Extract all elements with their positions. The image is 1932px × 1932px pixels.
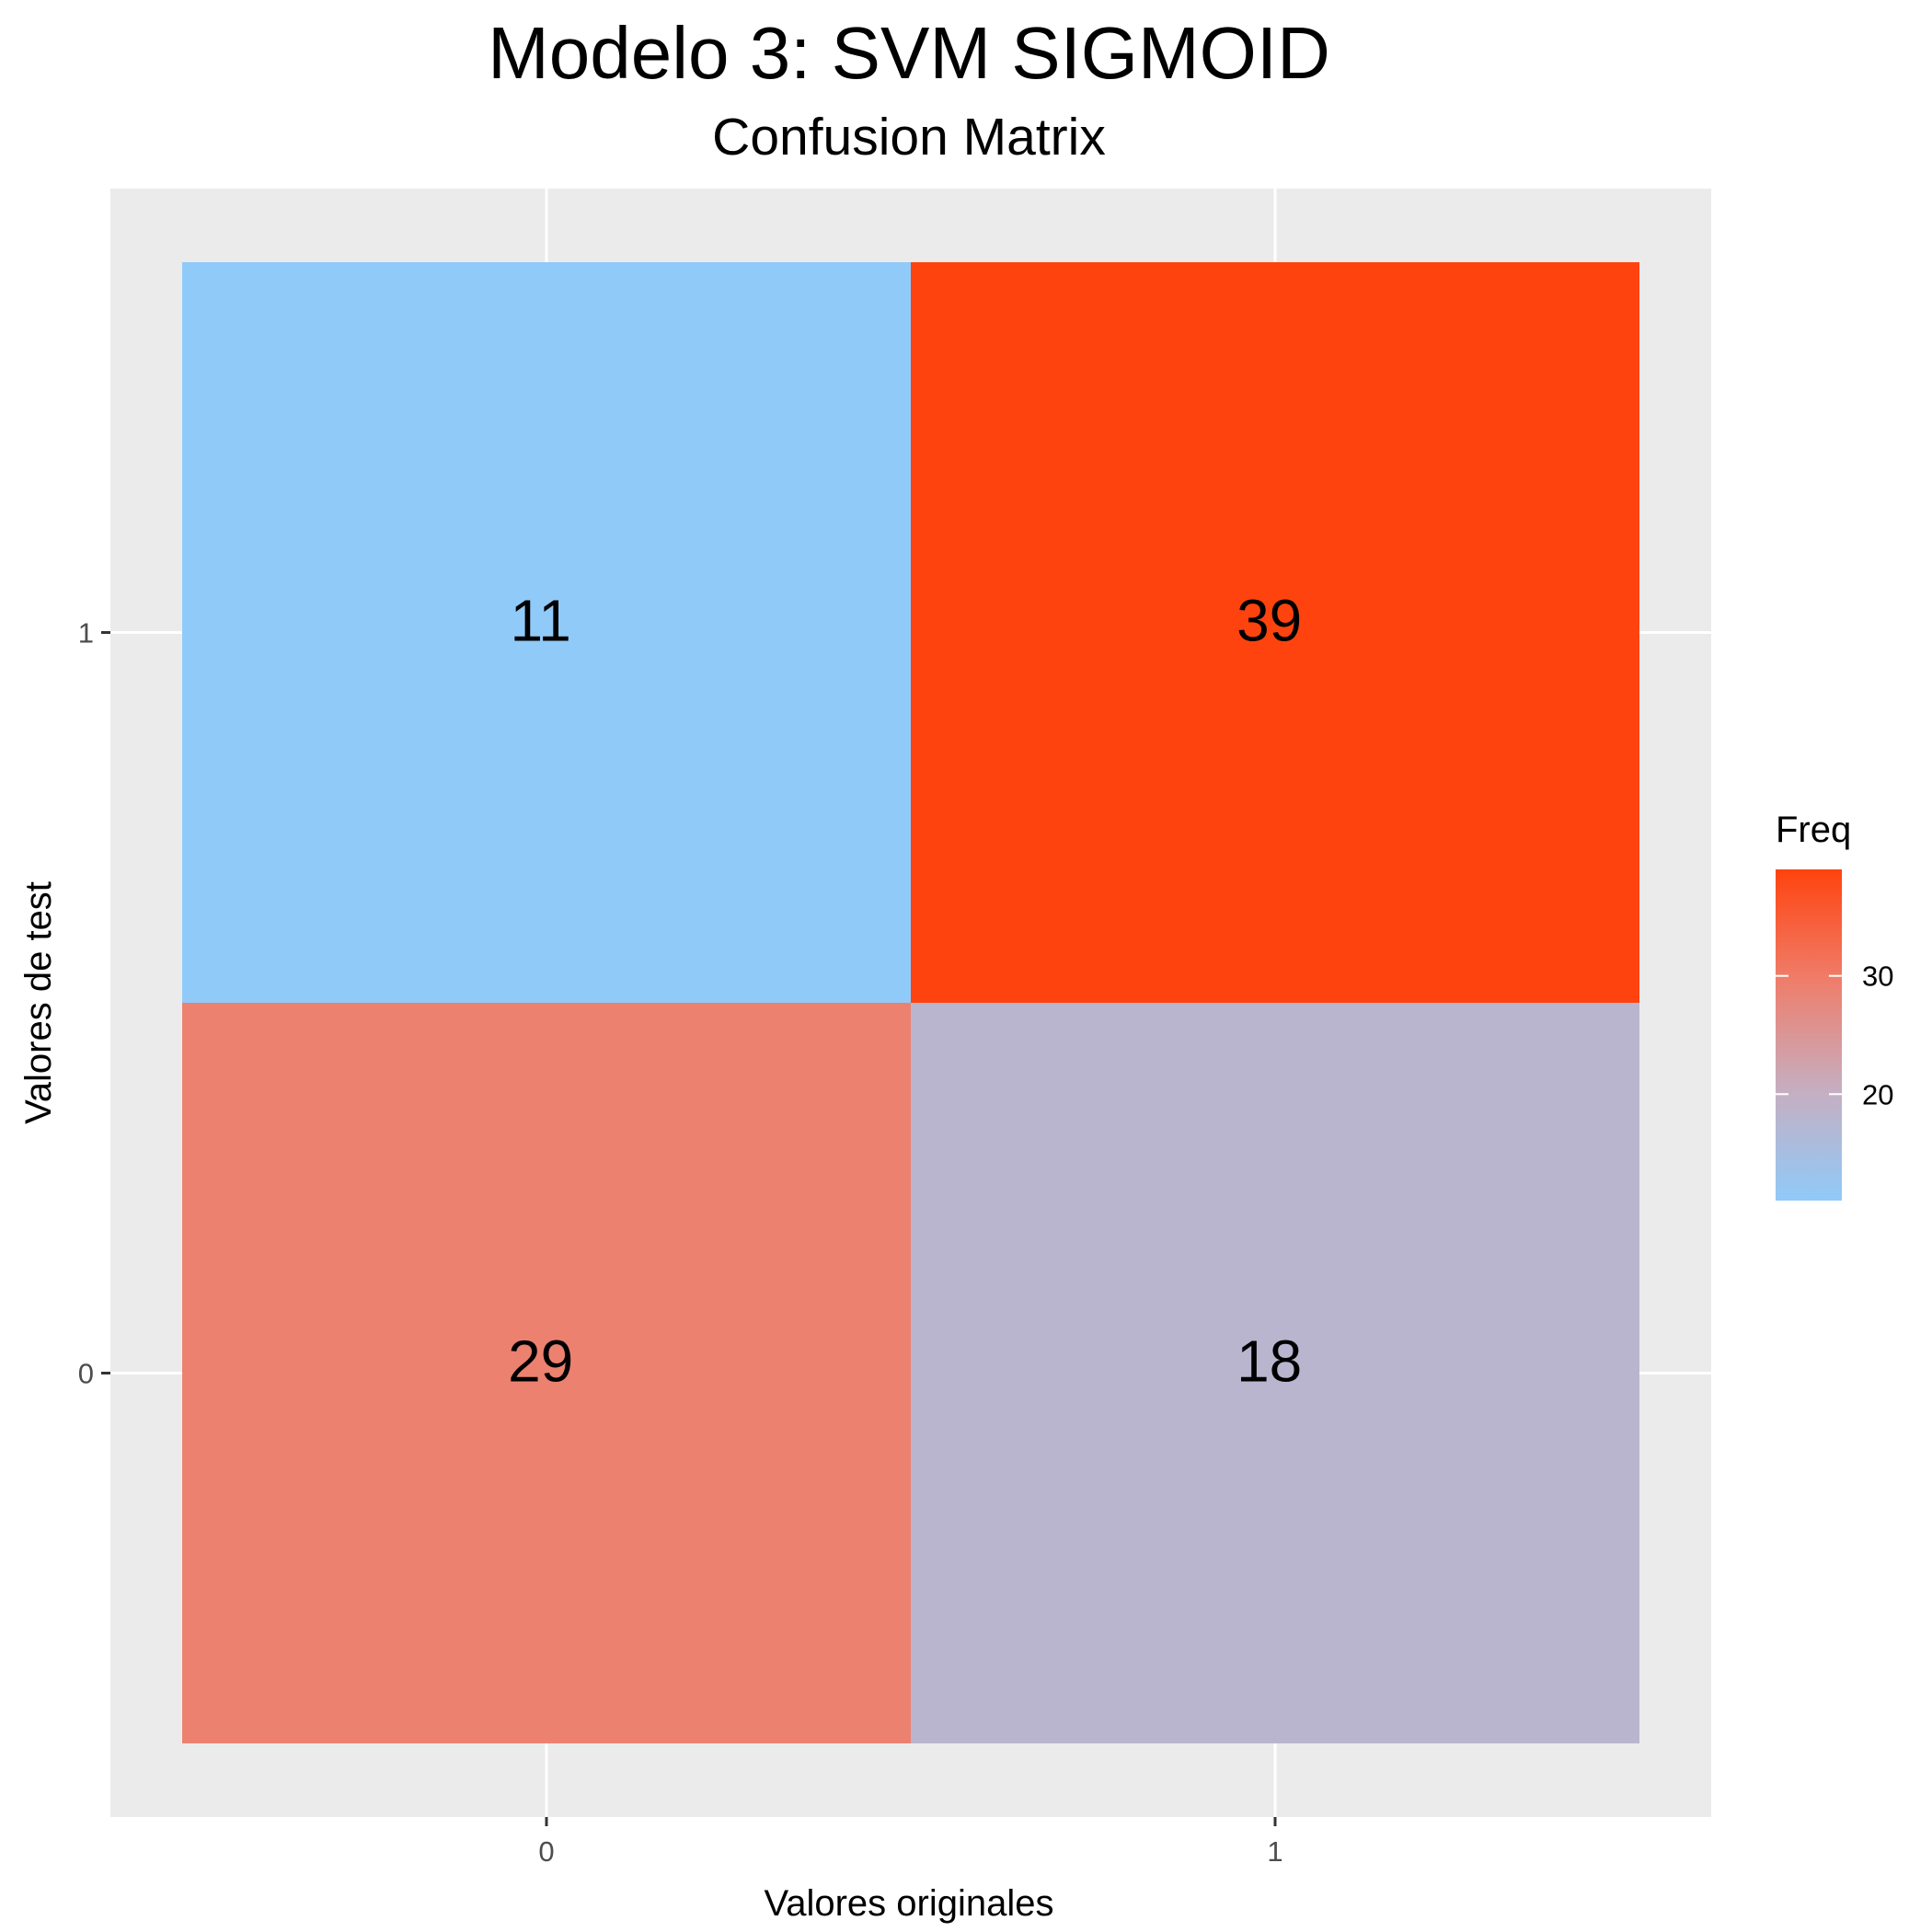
- heatmap-cell-1-0: [911, 1003, 1639, 1743]
- cell-value-label: 39: [1236, 587, 1302, 653]
- cell-value-label: 18: [1236, 1328, 1302, 1394]
- y-axis-title: Valores de test: [18, 881, 59, 1124]
- x-tick-label: 0: [538, 1835, 554, 1868]
- legend-colorbar: [1776, 869, 1842, 1201]
- y-tick-label: 1: [78, 617, 94, 650]
- legend-tick-label: 30: [1862, 960, 1893, 993]
- chart-title: Modelo 3: SVM SIGMOID: [488, 12, 1330, 94]
- x-tick-label: 1: [1267, 1835, 1282, 1868]
- chart-subtitle: Confusion Matrix: [712, 108, 1106, 167]
- heatmap-cell-0-0: [182, 1003, 911, 1743]
- heatmap-cells: [182, 262, 1639, 1743]
- legend-title: Freq: [1776, 810, 1851, 850]
- x-axis-title: Valores originales: [765, 1883, 1054, 1924]
- cell-value-label: 11: [510, 587, 570, 653]
- heatmap-cell-1-1: [911, 262, 1639, 1003]
- cell-value-label: 29: [508, 1328, 573, 1394]
- cell-labels: 11 39 29 18: [508, 587, 1302, 1394]
- y-tick-label: 0: [78, 1358, 94, 1390]
- legend-tick-label: 20: [1862, 1078, 1893, 1110]
- y-axis: 01: [78, 617, 110, 1390]
- heatmap-cell-0-1: [182, 262, 911, 1003]
